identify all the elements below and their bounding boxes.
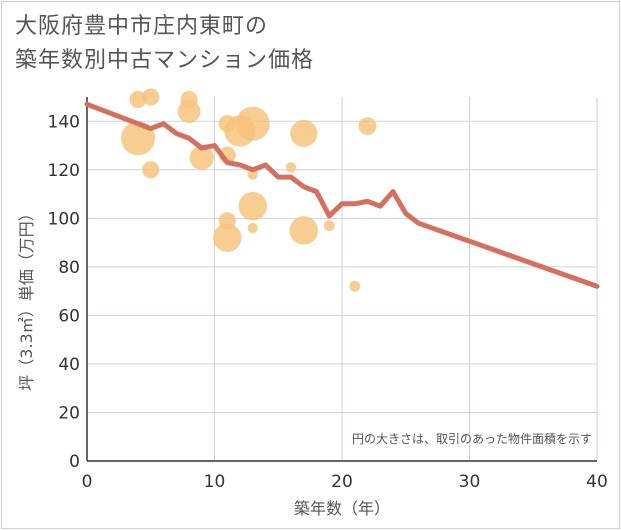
y-axis-label: 坪（3.3㎡）単価（万円） bbox=[17, 205, 36, 390]
y-tick-label: 40 bbox=[58, 355, 80, 375]
grid-lines bbox=[86, 97, 598, 462]
scatter-point bbox=[177, 100, 201, 123]
x-tick-label: 40 bbox=[586, 472, 608, 492]
x-axis-label: 築年数（年） bbox=[294, 499, 390, 518]
scatter-point bbox=[189, 145, 214, 170]
chart-title-line2: 築年数別中古マンション価格 bbox=[15, 48, 315, 73]
y-tick-label: 100 bbox=[48, 209, 80, 229]
y-tick-label: 140 bbox=[48, 112, 80, 132]
x-tick-label: 30 bbox=[459, 472, 481, 492]
scatter-point bbox=[290, 119, 318, 147]
scatter-point bbox=[142, 161, 160, 179]
bubble-size-note: 円の大きさは、取引のあった物件面積を示す bbox=[352, 431, 592, 446]
scatter-point bbox=[129, 90, 147, 109]
scatter-points bbox=[121, 88, 377, 292]
scatter-point bbox=[247, 169, 258, 180]
x-tick-label: 10 bbox=[204, 472, 226, 492]
x-tick-labels: 0 10 20 30 40 bbox=[82, 472, 608, 492]
scatter-point bbox=[121, 121, 155, 156]
y-tick-label: 120 bbox=[48, 161, 80, 181]
scatter-point bbox=[358, 117, 377, 136]
scatter-point bbox=[238, 192, 267, 221]
scatter-point bbox=[213, 223, 242, 252]
trend-line bbox=[84, 101, 600, 289]
scatter-point bbox=[349, 280, 361, 292]
scatter-point bbox=[142, 88, 160, 106]
scatter-point bbox=[323, 220, 335, 232]
chart-title: 大阪府豊中市庄内東町の 築年数別中古マンション価格 bbox=[15, 10, 314, 78]
chart-title-line1: 大阪府豊中市庄内東町の bbox=[15, 14, 269, 39]
scatter-point bbox=[289, 216, 318, 245]
y-tick-labels: 0 20 40 60 80 100 120 140 bbox=[48, 112, 80, 472]
y-tick-label: 80 bbox=[58, 258, 80, 278]
scatter-point bbox=[247, 222, 258, 234]
scatter-point bbox=[285, 162, 297, 173]
y-tick-label: 60 bbox=[58, 306, 80, 326]
y-tick-label: 20 bbox=[58, 403, 80, 423]
x-tick-label: 0 bbox=[82, 472, 93, 492]
x-tick-label: 20 bbox=[331, 472, 353, 492]
y-tick-label: 0 bbox=[69, 452, 80, 472]
scatter-point bbox=[235, 106, 270, 141]
trend-line-group bbox=[84, 101, 600, 289]
